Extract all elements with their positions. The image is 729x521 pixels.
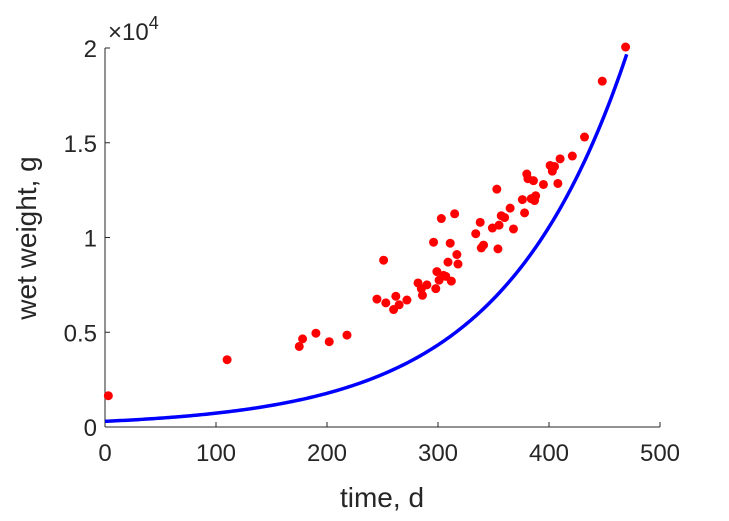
data-point bbox=[432, 267, 442, 277]
data-point bbox=[103, 391, 113, 401]
data-point bbox=[555, 154, 565, 164]
x-axis-ticks: 0 100 200 300 400 500 bbox=[98, 422, 680, 467]
axes bbox=[104, 48, 660, 428]
data-point bbox=[505, 203, 515, 213]
data-point bbox=[492, 184, 502, 194]
y-axis-ticks: 0 0.5 1 1.5 2 bbox=[64, 36, 110, 442]
x-tick-label: 0 bbox=[98, 440, 111, 467]
data-point bbox=[298, 334, 308, 344]
data-point bbox=[394, 300, 404, 310]
data-point bbox=[479, 240, 489, 250]
data-point bbox=[443, 257, 453, 267]
data-point bbox=[621, 42, 631, 52]
data-point bbox=[494, 220, 504, 230]
data-point bbox=[597, 76, 607, 86]
data-point bbox=[531, 191, 541, 201]
y-tick-label: 1.5 bbox=[64, 131, 97, 158]
fit-curve-layer bbox=[104, 53, 629, 424]
data-point bbox=[436, 214, 446, 224]
x-tick-label: 200 bbox=[307, 440, 347, 467]
data-point bbox=[450, 209, 460, 219]
data-point bbox=[553, 178, 563, 188]
data-point bbox=[538, 179, 548, 189]
x-tick-label: 300 bbox=[418, 440, 458, 467]
y-axis-label: wet weight, g bbox=[11, 156, 42, 320]
data-point bbox=[294, 341, 304, 351]
data-point bbox=[381, 298, 391, 308]
data-point bbox=[528, 176, 538, 186]
data-point bbox=[431, 284, 441, 294]
data-point bbox=[452, 250, 462, 260]
data-point bbox=[372, 294, 382, 304]
data-point bbox=[417, 290, 427, 300]
data-point bbox=[446, 276, 456, 286]
data-point bbox=[222, 355, 232, 365]
y-axis-exponent: ×104 bbox=[108, 13, 159, 46]
data-point bbox=[379, 255, 389, 265]
y-tick-label: 0.5 bbox=[64, 320, 97, 347]
data-point bbox=[402, 295, 412, 305]
y-tick-label: 0 bbox=[84, 415, 97, 442]
data-point bbox=[429, 237, 439, 247]
data-point bbox=[550, 161, 560, 171]
data-point bbox=[453, 259, 463, 269]
data-point bbox=[475, 217, 485, 227]
data-point bbox=[517, 195, 527, 205]
data-point bbox=[567, 151, 577, 161]
data-point bbox=[311, 328, 321, 338]
data-point bbox=[508, 224, 518, 234]
data-point bbox=[445, 238, 455, 248]
x-tick-label: 100 bbox=[196, 440, 236, 467]
data-point bbox=[493, 244, 503, 254]
data-point bbox=[324, 337, 334, 347]
fit-curve bbox=[104, 53, 629, 424]
x-axis-label: time, d bbox=[340, 482, 424, 513]
data-point bbox=[422, 280, 432, 290]
data-point bbox=[500, 213, 510, 223]
data-points-layer bbox=[103, 42, 631, 401]
data-point bbox=[391, 291, 401, 301]
x-tick-label: 400 bbox=[529, 440, 569, 467]
data-point bbox=[342, 330, 352, 340]
x-tick-label: 500 bbox=[640, 440, 680, 467]
data-point bbox=[520, 208, 530, 218]
data-point bbox=[471, 229, 481, 239]
y-tick-label: 2 bbox=[84, 36, 97, 63]
y-tick-label: 1 bbox=[84, 226, 97, 253]
data-point bbox=[580, 132, 590, 142]
